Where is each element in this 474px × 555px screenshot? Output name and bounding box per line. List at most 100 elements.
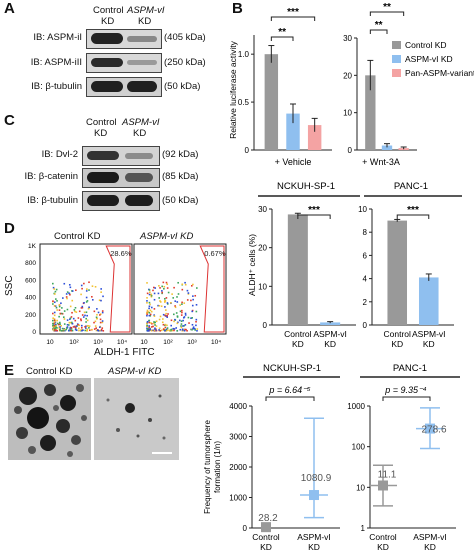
col-header-control: Control (86, 117, 117, 128)
panel-label-a: A (4, 0, 15, 17)
sig-bracket (265, 396, 315, 401)
facs-event (191, 317, 193, 319)
facs-event (158, 285, 160, 287)
facs-event (146, 292, 149, 295)
data-label: 11.1 (378, 469, 397, 480)
facs-event (150, 295, 153, 298)
y-axis-label: Frequency of tumorsphere (203, 420, 212, 514)
sig-label: ** (375, 20, 383, 31)
facs-event (195, 318, 198, 321)
facs-event (54, 305, 57, 307)
facs-event (191, 304, 194, 307)
facs-xlabel: ALDH-1 FITC (94, 347, 155, 358)
blot-strip (86, 53, 162, 73)
facs-ytick: 800 (25, 260, 36, 267)
facs-event (56, 300, 58, 302)
facs-event (94, 285, 97, 288)
kda-label: (85 kDa) (162, 171, 199, 182)
facs-xtick: 10³ (187, 339, 197, 346)
facs-event (96, 308, 98, 310)
sig-bracket (369, 29, 388, 34)
facs-event (159, 300, 161, 302)
bar (286, 113, 300, 150)
facs-event (58, 323, 60, 326)
blot-label: IB: Dvl-2 (41, 149, 78, 160)
blot-band (91, 81, 123, 92)
facs-event (191, 323, 194, 326)
facs-event (63, 328, 66, 331)
facs-event (83, 301, 85, 304)
aspm-photo-art (94, 378, 179, 460)
facs-event (180, 323, 183, 325)
facs-event (69, 321, 72, 324)
facs-event (181, 303, 183, 305)
facs-event (95, 329, 98, 332)
y-tick-label: 10 (258, 282, 267, 291)
facs-event (165, 328, 168, 331)
facs-event (161, 321, 164, 324)
facs-event (94, 320, 97, 323)
facs-event (155, 329, 158, 332)
facs-event (148, 321, 151, 324)
facs-event (66, 326, 69, 328)
blot-strip (86, 77, 162, 97)
facs-event (53, 288, 56, 290)
facs-event (94, 325, 97, 327)
y-tick-label: 1000 (229, 494, 247, 503)
facs-event (180, 326, 183, 329)
facs-event (56, 309, 59, 311)
facs-event (160, 305, 163, 308)
facs-event (153, 292, 156, 295)
facs-event (162, 313, 165, 316)
facs-event (93, 310, 96, 313)
blot-band (127, 60, 157, 65)
facs-event (86, 329, 88, 332)
facs-event (152, 325, 154, 328)
facs-gate (199, 245, 225, 333)
facs-event (166, 316, 168, 318)
blot-strip (86, 29, 162, 49)
facs-event (182, 319, 184, 322)
facs-event (146, 300, 148, 302)
facs-event (77, 323, 79, 326)
facs-event (194, 294, 197, 297)
facs-event (55, 324, 58, 327)
facs-event (102, 329, 105, 332)
facs-event (165, 312, 167, 315)
chart-title: PANC-1 (394, 181, 428, 192)
facs-event (146, 324, 148, 327)
facs-event (52, 286, 55, 289)
facs-event (148, 301, 151, 304)
facs-event (69, 293, 71, 296)
facs-event (96, 329, 99, 332)
facs-ytick: 0 (32, 329, 36, 336)
facs-event (66, 291, 69, 293)
facs-event (96, 313, 98, 316)
facs-event (176, 316, 179, 318)
facs-event (181, 311, 183, 314)
facs-event (148, 314, 151, 317)
facs-event (163, 298, 166, 300)
facs-event (150, 326, 153, 328)
facs-event (180, 320, 183, 322)
kda-label: (405 kDa) (164, 32, 206, 43)
facs-event (159, 329, 162, 332)
facs-event (88, 325, 91, 327)
facs-event (148, 326, 150, 329)
facs-event (55, 326, 57, 329)
facs-event (161, 291, 164, 294)
facs-event (101, 311, 104, 314)
facs-event (79, 329, 82, 331)
sig-bracket (396, 214, 430, 219)
legend-swatch (392, 55, 401, 63)
facs-xtick: 10⁴ (117, 339, 127, 346)
facs-event (60, 330, 63, 332)
facs-event (170, 301, 172, 304)
sig-label: ** (383, 2, 391, 13)
facs-event (182, 316, 185, 319)
facs-event (194, 327, 196, 330)
facs-event (85, 327, 87, 329)
facs-event (62, 297, 64, 299)
facs-event (171, 329, 174, 332)
blot-band (125, 195, 153, 206)
